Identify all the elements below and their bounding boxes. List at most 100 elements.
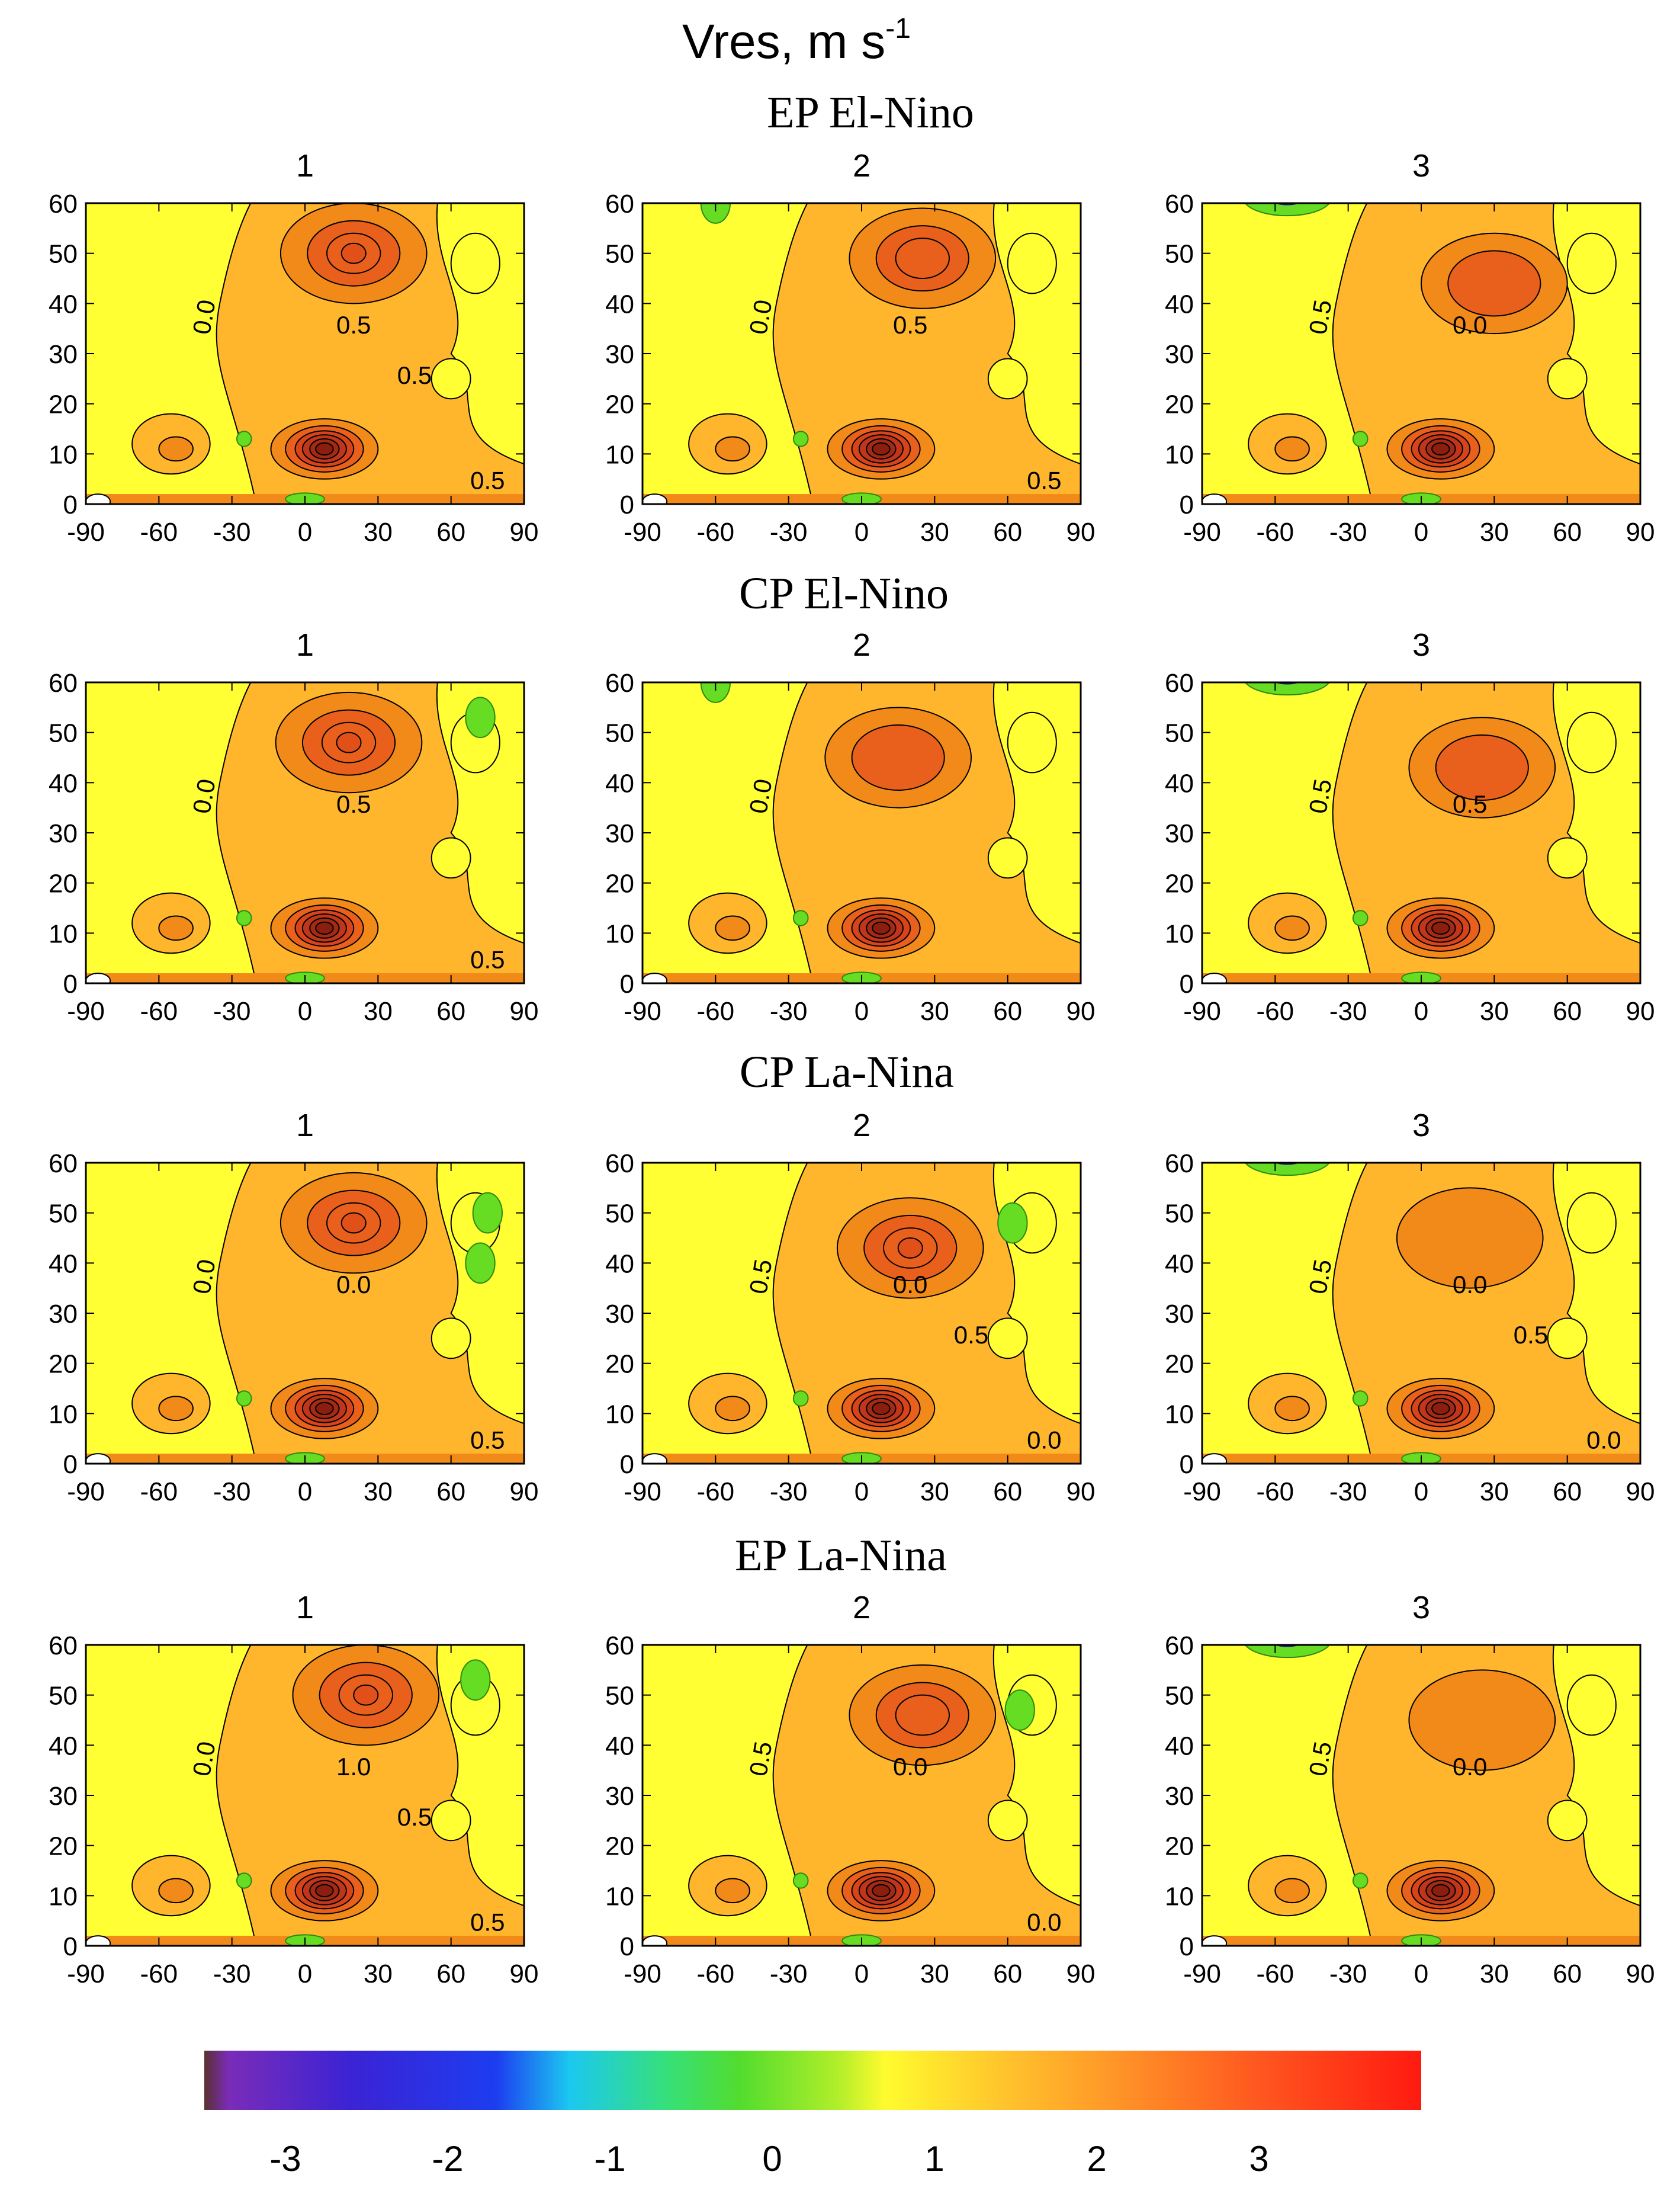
contour-field: 0.5 0.5 [1202,682,1640,983]
panel-title: 3 [1412,1590,1430,1625]
contour-label: 0.5 [470,1426,505,1454]
x-tick-label: -60 [140,1959,178,1988]
tropical-max-ring [1431,1401,1450,1416]
green-top-blob [1244,682,1331,696]
x-tick-label: 60 [993,997,1022,1026]
x-tick-label: -90 [67,518,105,547]
contour-label: 0.0 [893,1753,927,1781]
panel: 1 0.0 1.0 0.5 0.5 -90 -60 -30 0 30 60 90 0 10 20 30 40 50… [49,1590,538,1988]
contour-label: 0.5 [1027,467,1061,495]
y-tick-label: 60 [605,669,634,698]
yellow-pocket [987,1800,1028,1842]
y-tick-label: 40 [1165,1731,1194,1760]
x-tick-label: 60 [436,518,465,547]
y-tick-label: 20 [1165,390,1194,419]
y-tick-label: 20 [49,390,78,419]
panel: 2 0.5 0.0 0.0 -90 -60 -30 0 30 60 90 0 10 20 30 40 50 60 [605,1590,1095,1988]
x-tick-label: 90 [1626,518,1655,547]
y-tick-label: 30 [1165,340,1194,369]
south-dark-cell [158,436,194,462]
y-tick-label: 60 [1165,1631,1194,1660]
panel-title: 2 [853,148,870,184]
y-tick-label: 20 [605,1832,634,1861]
contour-label: 0.0 [187,1739,220,1778]
green-spot [465,697,496,739]
y-tick-label: 0 [63,970,78,999]
colorbar-tick-label: -1 [594,2139,625,2179]
south-dark-cell [715,1396,750,1422]
x-tick-label: 90 [1626,1477,1655,1506]
tropical-max-ring [315,1401,334,1416]
x-tick-label: 0 [298,1959,312,1988]
tropical-max-ring [1431,1884,1450,1898]
x-tick-label: 0 [855,1477,869,1506]
y-tick-label: 0 [620,490,634,519]
x-tick-label: 30 [1480,1477,1509,1506]
y-tick-label: 30 [49,1782,78,1811]
yellow-pocket [1566,711,1617,774]
x-tick-label: 60 [1553,1959,1582,1988]
colorbar-tick-label: -2 [432,2139,463,2179]
south-dark-cell [158,915,194,941]
surface-white-patch [1202,1453,1228,1464]
contour-field: 0.0 [643,682,1081,983]
upper-max-inner [1447,250,1541,317]
yellow-pocket [431,837,471,879]
colorbar-tick-label: 2 [1087,2139,1106,2179]
green-spot [792,1390,809,1407]
y-tick-label: 20 [49,870,78,899]
y-tick-label: 20 [1165,870,1194,899]
upper-max-cell [1408,1669,1556,1771]
y-tick-label: 20 [1165,1350,1194,1379]
x-tick-label: 30 [1480,1959,1509,1988]
upper-max-inner [851,724,945,791]
y-tick-label: 40 [1165,290,1194,319]
y-tick-label: 30 [1165,1300,1194,1329]
y-tick-label: 50 [605,719,634,748]
y-tick-label: 10 [605,1882,634,1911]
contour-label: 0.5 [397,1803,432,1831]
tropical-max-ring [872,1401,891,1416]
x-tick-label: 90 [1067,1959,1096,1988]
y-tick-label: 50 [605,240,634,269]
y-tick-label: 10 [1165,919,1194,948]
x-tick-label: -60 [140,518,178,547]
contour-label: 0.0 [336,1271,371,1298]
y-tick-label: 40 [605,290,634,319]
green-top-blob [1244,1163,1331,1176]
blue-top-blob [1274,1163,1300,1165]
green-spot [1352,1872,1369,1889]
tropical-max-ring [872,921,891,935]
x-tick-label: -90 [1183,1959,1221,1988]
contour-label: 0.0 [187,297,220,336]
contour-label: 0.5 [470,1909,505,1936]
y-tick-label: 40 [49,769,78,798]
y-tick-label: 0 [620,970,634,999]
y-tick-label: 50 [49,719,78,748]
south-dark-cell [715,915,750,941]
x-tick-label: -90 [624,518,661,547]
tropical-max-ring [1431,921,1450,935]
south-dark-cell [1274,1878,1310,1904]
x-tick-label: -30 [1329,518,1367,547]
green-spot [1352,910,1369,926]
contour-label: 0.5 [470,946,505,974]
x-tick-label: -90 [1183,997,1221,1026]
green-top-blob [1244,203,1331,217]
y-tick-label: 20 [49,1832,78,1861]
x-tick-label: 90 [1626,997,1655,1026]
x-tick-label: -90 [624,1477,661,1506]
y-tick-label: 30 [1165,1782,1194,1811]
contour-label: 0.5 [1514,1321,1548,1349]
upper-max-inner [1435,734,1529,801]
contour-label: 0.5 [744,1739,777,1778]
y-tick-label: 40 [605,1731,634,1760]
x-tick-label: 30 [364,518,393,547]
contour-label: 0.5 [1303,1257,1337,1296]
green-spot [236,1390,252,1407]
x-tick-label: 60 [1553,1477,1582,1506]
contour-label: 0.0 [744,777,777,816]
contour-label: 0.5 [1453,790,1487,818]
